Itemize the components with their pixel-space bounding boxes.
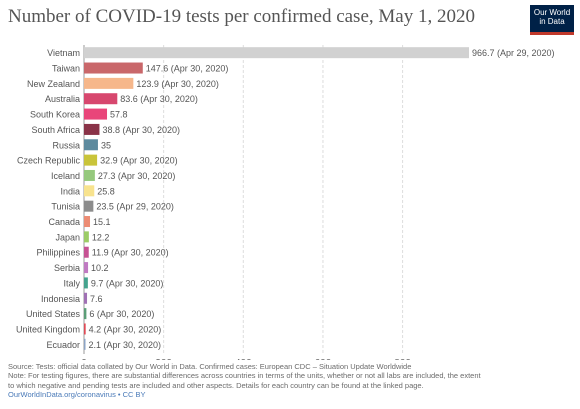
- bar[interactable]: [84, 93, 118, 105]
- owid-logo[interactable]: Our World in Data: [530, 5, 574, 35]
- bars: [84, 47, 469, 350]
- value-labels: 966.7 (Apr 29, 2020) 147.6 (Apr 30, 2020)…: [89, 48, 555, 350]
- x-tick-label: 600: [315, 358, 332, 360]
- bar[interactable]: [84, 262, 89, 274]
- value-label: 4.2 (Apr 30, 2020): [89, 324, 162, 334]
- value-label: 966.7 (Apr 29, 2020): [472, 48, 555, 58]
- category-label: Tunisia: [51, 202, 80, 212]
- value-label: 57.8: [110, 110, 128, 120]
- bar[interactable]: [84, 277, 88, 289]
- logo-line-1: Our World: [533, 8, 571, 17]
- bar[interactable]: [84, 123, 100, 135]
- bar[interactable]: [84, 246, 89, 258]
- bar[interactable]: [84, 323, 86, 335]
- category-label: Russia: [52, 140, 80, 150]
- x-axis-ticks: 0 200 400 600 800: [81, 358, 411, 360]
- category-label: Italy: [63, 278, 80, 288]
- value-label: 15.1: [93, 217, 111, 227]
- value-label: 38.8 (Apr 30, 2020): [102, 125, 180, 135]
- category-label: India: [60, 186, 80, 196]
- value-label: 9.7 (Apr 30, 2020): [91, 278, 164, 288]
- bar[interactable]: [84, 47, 469, 59]
- bar[interactable]: [84, 200, 94, 212]
- value-label: 12.2: [92, 232, 110, 242]
- bar[interactable]: [84, 185, 95, 197]
- license-link[interactable]: OurWorldInData.org/coronavirus • CC BY: [8, 390, 146, 400]
- category-label: Australia: [45, 94, 80, 104]
- bar[interactable]: [84, 308, 87, 320]
- value-label: 7.6: [90, 294, 103, 304]
- category-label: Ecuador: [46, 340, 80, 350]
- category-label: Serbia: [54, 263, 80, 273]
- value-label: 83.6 (Apr 30, 2020): [120, 94, 198, 104]
- bar-chart: Vietnam Taiwan New Zealand Australia South K…: [16, 45, 555, 360]
- category-label: Iceland: [51, 171, 80, 181]
- category-label: South Korea: [30, 110, 80, 120]
- category-label: United States: [26, 309, 81, 319]
- x-tick-label: 200: [155, 358, 172, 360]
- bar[interactable]: [84, 292, 88, 304]
- value-label: 25.8: [97, 186, 115, 196]
- value-label: 147.6 (Apr 30, 2020): [146, 64, 229, 74]
- value-label: 6 (Apr 30, 2020): [89, 309, 154, 319]
- value-label: 32.9 (Apr 30, 2020): [100, 156, 178, 166]
- bar[interactable]: [84, 338, 86, 350]
- category-label: Taiwan: [52, 64, 80, 74]
- x-tick-label: 400: [235, 358, 252, 360]
- category-label: Canada: [48, 217, 80, 227]
- x-tick-label: 0: [81, 358, 87, 360]
- value-label: 11.9 (Apr 30, 2020): [92, 248, 169, 258]
- category-labels: Vietnam Taiwan New Zealand Australia South K…: [16, 48, 81, 350]
- bar[interactable]: [84, 169, 95, 181]
- grid-lines: [83, 45, 404, 354]
- value-label: 10.2: [91, 263, 109, 273]
- bar[interactable]: [84, 231, 89, 243]
- testing-note-line-2: to which negative and pending tests are …: [8, 380, 424, 390]
- chart-notes: Source: Tests: official data collated by…: [8, 362, 574, 400]
- bar[interactable]: [84, 139, 98, 151]
- bar[interactable]: [84, 77, 134, 89]
- bar[interactable]: [84, 108, 108, 120]
- value-label: 123.9 (Apr 30, 2020): [136, 79, 219, 89]
- testing-note-line-1: Note: For testing figures, there are sub…: [8, 371, 481, 381]
- category-label: Japan: [55, 232, 80, 242]
- value-label: 2.1 (Apr 30, 2020): [89, 340, 162, 350]
- logo-line-2: in Data: [539, 17, 565, 26]
- value-label: 35: [101, 140, 111, 150]
- x-tick-label: 800: [394, 358, 411, 360]
- bar[interactable]: [84, 62, 143, 74]
- category-label: Czech Republic: [17, 156, 81, 166]
- category-label: New Zealand: [27, 79, 80, 89]
- category-label: South Africa: [31, 125, 80, 135]
- category-label: Vietnam: [47, 48, 80, 58]
- category-label: Indonesia: [41, 294, 80, 304]
- category-label: Philippines: [36, 248, 80, 258]
- chart-title: Number of COVID-19 tests per confirmed c…: [8, 6, 475, 27]
- value-label: 23.5 (Apr 29, 2020): [96, 202, 174, 212]
- category-label: United Kingdom: [16, 324, 80, 334]
- bar[interactable]: [84, 216, 91, 228]
- source-note: Source: Tests: official data collated by…: [8, 362, 412, 371]
- bar[interactable]: [84, 154, 98, 166]
- value-label: 27.3 (Apr 30, 2020): [98, 171, 176, 181]
